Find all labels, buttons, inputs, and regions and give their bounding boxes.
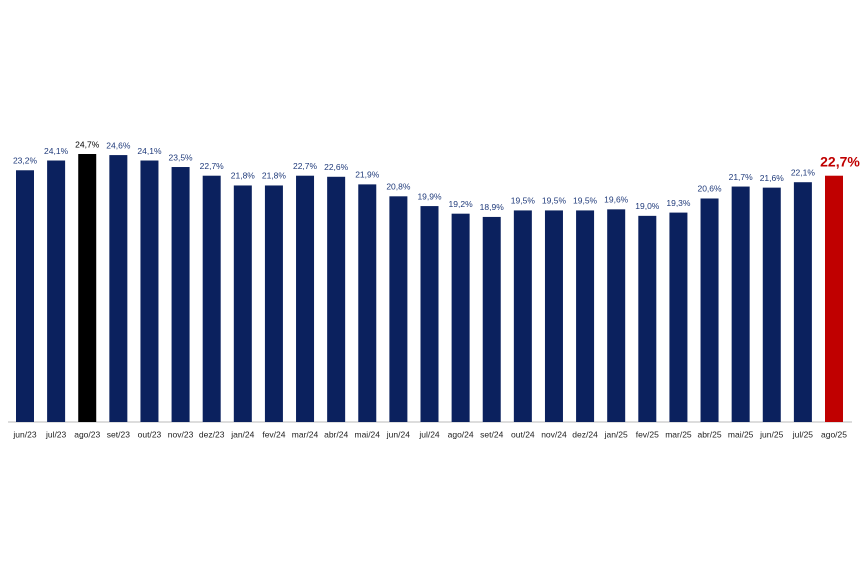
value-label: 19,2% <box>449 199 474 209</box>
bar <box>669 212 688 422</box>
x-tick-label: jul/23 <box>45 429 67 439</box>
value-label: 21,6% <box>760 173 785 183</box>
x-tick-label: fev/25 <box>636 429 659 439</box>
bar <box>296 175 315 422</box>
x-tick-label: jan/25 <box>604 429 628 439</box>
bar <box>140 160 159 422</box>
bar <box>202 175 221 422</box>
bar <box>731 186 750 422</box>
bar <box>47 160 66 422</box>
value-label: 19,0% <box>635 201 660 211</box>
x-tick-label: ago/24 <box>448 429 474 439</box>
value-label: 21,8% <box>231 171 256 181</box>
x-tick-label: nov/23 <box>168 429 194 439</box>
x-tick-label: abr/24 <box>324 429 348 439</box>
value-label: 21,7% <box>729 172 754 182</box>
x-tick-label: abr/25 <box>697 429 721 439</box>
x-tick-label: set/23 <box>107 429 130 439</box>
value-label: 19,5% <box>542 196 567 206</box>
value-label: 19,5% <box>511 196 536 206</box>
x-tick-label: dez/23 <box>199 429 225 439</box>
value-label: 23,2% <box>13 156 38 166</box>
bar <box>607 209 626 422</box>
x-tick-label: mar/24 <box>292 429 319 439</box>
x-tick-label: mai/25 <box>728 429 754 439</box>
x-tick-label: jun/25 <box>759 429 783 439</box>
bar <box>420 206 439 422</box>
x-tick-label: out/24 <box>511 429 535 439</box>
bar <box>358 184 377 422</box>
bar <box>327 176 346 422</box>
value-label: 24,6% <box>106 140 131 150</box>
value-label: 22,6% <box>324 162 349 172</box>
value-label: 24,1% <box>137 146 162 156</box>
x-tick-label: dez/24 <box>572 429 598 439</box>
value-label: 18,9% <box>480 202 505 212</box>
value-label: 22,7% <box>200 161 225 171</box>
value-label: 22,7% <box>820 153 860 169</box>
x-tick-label: jan/24 <box>230 429 254 439</box>
bar <box>700 198 719 422</box>
value-label: 22,1% <box>791 167 816 177</box>
x-tick-label: jul/25 <box>792 429 814 439</box>
bar <box>264 185 283 422</box>
bar <box>762 187 781 422</box>
x-tick-label: set/24 <box>480 429 503 439</box>
bar <box>825 175 843 422</box>
bar <box>16 170 34 422</box>
value-label: 21,8% <box>262 171 287 181</box>
x-tick-label: mar/25 <box>665 429 692 439</box>
bar <box>389 196 408 422</box>
x-tick-label: jun/23 <box>12 429 36 439</box>
x-tick-label: jul/24 <box>418 429 440 439</box>
value-label: 24,1% <box>44 146 69 156</box>
value-label: 24,7% <box>75 139 100 149</box>
x-tick-label: jun/24 <box>386 429 410 439</box>
value-label: 19,3% <box>666 198 691 208</box>
x-tick-label: mai/24 <box>355 429 381 439</box>
bar <box>544 210 563 422</box>
value-label: 20,6% <box>697 184 722 194</box>
bar <box>482 216 501 422</box>
bar <box>171 167 190 422</box>
x-tick-label: ago/23 <box>74 429 100 439</box>
value-label: 19,6% <box>604 195 629 205</box>
x-tick-label: nov/24 <box>541 429 567 439</box>
bar <box>638 215 657 422</box>
x-tick-label: ago/25 <box>821 429 847 439</box>
x-tick-label: fev/24 <box>262 429 285 439</box>
x-tick-label: out/23 <box>138 429 162 439</box>
bar <box>576 210 595 422</box>
value-label: 19,9% <box>417 191 442 201</box>
value-label: 23,5% <box>169 152 194 162</box>
value-label: 22,7% <box>293 161 318 171</box>
bar <box>793 182 812 422</box>
value-label: 21,9% <box>355 170 380 180</box>
bar <box>109 155 128 422</box>
bar <box>233 185 252 422</box>
value-label: 19,5% <box>573 196 598 206</box>
bar <box>451 213 470 422</box>
bar <box>78 154 97 422</box>
bar <box>513 210 532 422</box>
value-label: 20,8% <box>386 182 411 192</box>
